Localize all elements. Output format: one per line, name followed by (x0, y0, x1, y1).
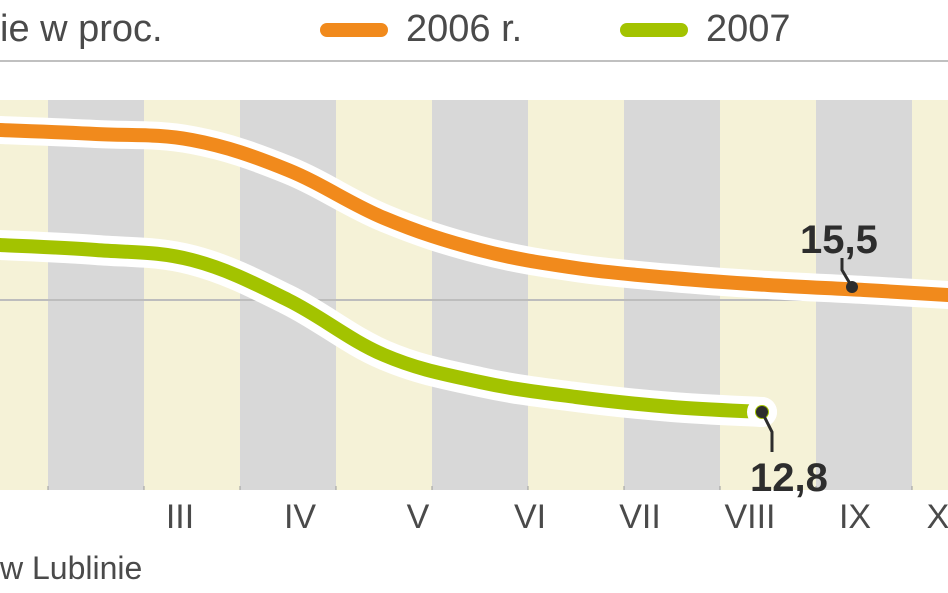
legend-label-2006: 2006 r. (406, 8, 522, 51)
x-tick-label: VII (619, 498, 661, 537)
legend-swatch-2006 (320, 23, 388, 37)
legend-swatch-2007 (620, 23, 688, 37)
chart-footer-source: w Lublinie (0, 550, 142, 587)
x-tick-label: III (166, 498, 194, 537)
chart-title-fragment: ie w proc. (0, 8, 163, 51)
chart-plot-area: 15,5 12,8 (0, 100, 948, 490)
x-tick-label: V (407, 498, 430, 537)
legend-item-2006: 2006 r. (320, 8, 522, 51)
x-tick-label: IV (284, 498, 316, 537)
chart-header: ie w proc. 2006 r. 2007 (0, 0, 948, 62)
x-tick-label: IX (839, 498, 871, 537)
x-tick-label: VIII (724, 498, 775, 537)
x-tick-label: X (927, 498, 948, 537)
legend-item-2007: 2007 (620, 8, 791, 51)
callout-2006-value: 15,5 (800, 218, 878, 263)
x-axis: III IV V VI VII VIII IX X (0, 498, 948, 548)
chart-container: ie w proc. 2006 r. 2007 15,5 12,8 III IV V… (0, 0, 948, 593)
x-tick-label: VI (514, 498, 546, 537)
legend-label-2007: 2007 (706, 8, 791, 51)
chart-svg (0, 100, 948, 490)
callout-2007-value: 12,8 (750, 456, 828, 501)
